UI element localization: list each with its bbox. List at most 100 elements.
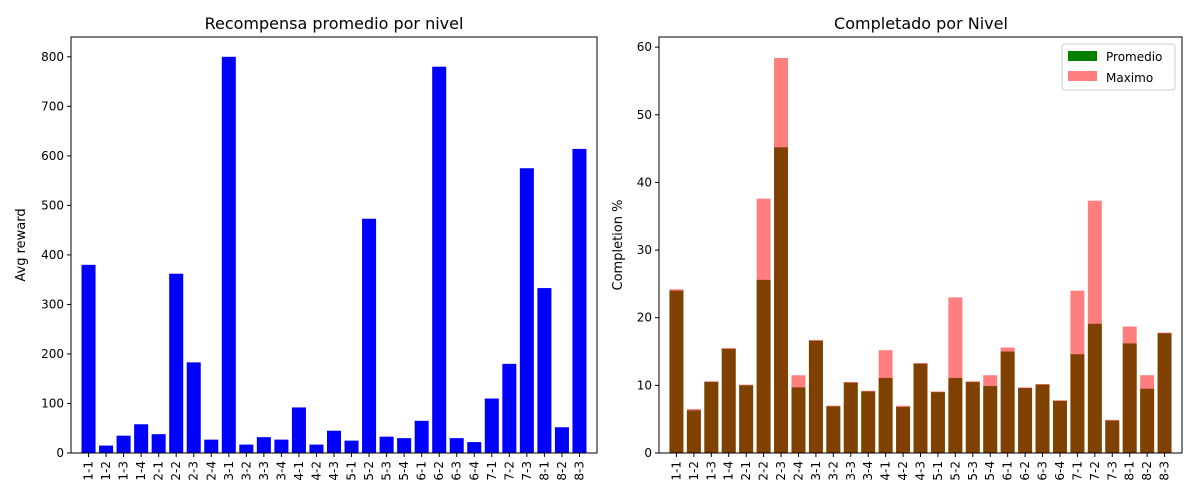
reward-series-bar-3-4 [274, 439, 289, 453]
completion-ytick-label-40: 40 [637, 175, 652, 189]
completion-maximo-bar-7-3 [1105, 419, 1120, 453]
reward-xtick-label-5-4: 5-4 [397, 461, 411, 481]
reward-series-bar-6-1 [414, 420, 429, 453]
completion-y-ticks: 0 10 20 30 40 50 60 [637, 40, 659, 460]
completion-xtick-label-1-1: 1-1 [669, 461, 683, 481]
completion-xtick-label-7-1: 7-1 [1070, 461, 1084, 481]
reward-xtick-label-2-3: 2-3 [187, 461, 201, 481]
reward-series-bar-6-2 [432, 66, 447, 454]
completion-xtick-label-4-3: 4-3 [914, 461, 928, 481]
completion-ytick-label-10: 10 [637, 378, 652, 392]
completion-bars [669, 57, 1172, 453]
reward-xtick-label-6-4: 6-4 [467, 461, 481, 481]
reward-xtick-label-3-3: 3-3 [257, 461, 271, 481]
completion-ytick-label-0: 0 [644, 446, 652, 460]
reward-xtick-label-6-1: 6-1 [415, 461, 429, 481]
reward-xtick-label-3-2: 3-2 [239, 461, 253, 481]
reward-xtick-label-3-1: 3-1 [222, 461, 236, 481]
completion-xtick-label-1-3: 1-3 [704, 461, 718, 481]
completion-maximo-bar-3-4 [861, 390, 876, 453]
reward-series-bar-8-3 [572, 148, 587, 454]
completion-maximo-bar-2-1 [739, 384, 754, 453]
completion-maximo-bar-5-1 [930, 391, 945, 453]
legend: Promedio Maximo [1061, 43, 1176, 91]
reward-series-bar-4-3 [326, 430, 342, 453]
reward-series-bar-2-1 [151, 434, 166, 453]
legend-label-maximo: Maximo [1106, 71, 1153, 85]
completion-maximo-bar-4-2 [896, 405, 911, 453]
reward-series-bar-5-4 [397, 438, 412, 453]
reward-xtick-label-5-3: 5-3 [380, 461, 394, 481]
completion-maximo-bar-4-3 [913, 363, 928, 453]
reward-series-bar-8-1 [537, 288, 552, 453]
reward-xtick-label-4-2: 4-2 [309, 461, 323, 481]
reward-x-ticks: 1-1 1-2 1-3 1-4 2-1 2-2 2-3 2-4 3-1 3-2 3-3 3-4 4-1 4… [82, 453, 586, 481]
completion-xtick-label-4-2: 4-2 [896, 461, 910, 481]
completion-xtick-label-1-4: 1-4 [722, 461, 736, 481]
reward-series-bar-8-2 [554, 427, 569, 453]
reward-xtick-label-7-3: 7-3 [520, 461, 534, 481]
completion-maximo-bar-7-1 [1070, 290, 1085, 453]
reward-series-bar-2-3 [186, 362, 201, 453]
completion-maximo-bar-6-1 [1000, 347, 1015, 453]
reward-xtick-label-5-1: 5-1 [345, 461, 359, 481]
completion-xtick-label-5-1: 5-1 [931, 461, 945, 481]
reward-series-bar-1-4 [134, 424, 149, 453]
reward-xtick-label-4-3: 4-3 [327, 461, 341, 481]
reward-series-bar-6-3 [449, 438, 464, 453]
reward-series-bar-7-3 [519, 168, 534, 454]
reward-ytick-label-400: 400 [41, 248, 64, 262]
completion-chart: Completado por Nivel Completion % 0 10 20 3… [611, 14, 1183, 481]
reward-xtick-label-8-3: 8-3 [572, 461, 586, 481]
reward-xtick-label-8-1: 8-1 [537, 461, 551, 481]
reward-series-bar-3-1 [221, 56, 236, 454]
completion-xtick-label-4-1: 4-1 [879, 461, 893, 481]
reward-ytick-label-300: 300 [41, 297, 64, 311]
completion-maximo-bar-6-4 [1052, 400, 1067, 453]
reward-series-bar-6-4 [467, 442, 482, 453]
reward-series-bar-1-1 [81, 264, 96, 453]
reward-xtick-label-6-3: 6-3 [450, 461, 464, 481]
reward-bars [81, 56, 587, 454]
reward-xtick-label-8-2: 8-2 [555, 461, 569, 481]
completion-xtick-label-6-1: 6-1 [1001, 461, 1015, 481]
legend-swatch-promedio [1068, 51, 1097, 61]
reward-series-bar-7-1 [484, 398, 499, 453]
completion-maximo-bar-2-3 [774, 57, 789, 453]
reward-ytick-label-200: 200 [41, 347, 64, 361]
completion-x-ticks: 1-1 1-2 1-3 1-4 2-1 2-2 2-3 2-4 3-1 3-2 3-3 3-4 4-1 4… [669, 453, 1172, 481]
reward-series-bar-5-3 [379, 436, 394, 453]
reward-series-bar-5-1 [344, 440, 359, 453]
completion-xtick-label-3-4: 3-4 [861, 461, 875, 481]
reward-series-bar-4-2 [309, 444, 324, 453]
completion-ytick-label-50: 50 [637, 108, 652, 122]
completion-maximo-bar-1-3 [704, 381, 719, 453]
completion-maximo-bar-8-1 [1122, 326, 1137, 453]
completion-xtick-label-8-2: 8-2 [1140, 461, 1154, 481]
completion-maximo-bar-3-1 [808, 340, 823, 453]
reward-y-ticks: 0 100 200 300 400 500 600 700 800 [41, 50, 71, 460]
completion-xtick-label-3-2: 3-2 [826, 461, 840, 481]
reward-series-bar-4-1 [291, 407, 306, 453]
completion-xtick-label-5-2: 5-2 [948, 461, 962, 481]
reward-xtick-label-7-1: 7-1 [485, 461, 499, 481]
reward-xtick-label-2-4: 2-4 [204, 461, 218, 481]
completion-maximo-bar-1-2 [686, 409, 701, 453]
completion-xtick-label-6-2: 6-2 [1018, 461, 1032, 481]
reward-chart: Recompensa promedio por nivel Avg reward… [14, 14, 598, 481]
completion-maximo-bar-5-2 [948, 297, 963, 453]
reward-xtick-label-1-1: 1-1 [82, 461, 96, 481]
reward-xtick-label-4-1: 4-1 [292, 461, 306, 481]
completion-xtick-label-3-3: 3-3 [844, 461, 858, 481]
completion-maximo-bar-2-4 [791, 375, 806, 453]
reward-xtick-label-2-2: 2-2 [169, 461, 183, 481]
completion-maximo-bar-6-3 [1035, 384, 1050, 453]
reward-xtick-label-1-3: 1-3 [117, 461, 131, 481]
completion-xtick-label-3-1: 3-1 [809, 461, 823, 481]
reward-ytick-label-0: 0 [56, 446, 64, 460]
completion-maximo-bar-2-2 [756, 198, 771, 453]
reward-series-bar-5-2 [362, 218, 377, 453]
completion-maximo-bar-1-1 [669, 289, 684, 453]
reward-series-bar-3-2 [239, 444, 254, 453]
completion-chart-ylabel: Completion % [611, 200, 626, 291]
